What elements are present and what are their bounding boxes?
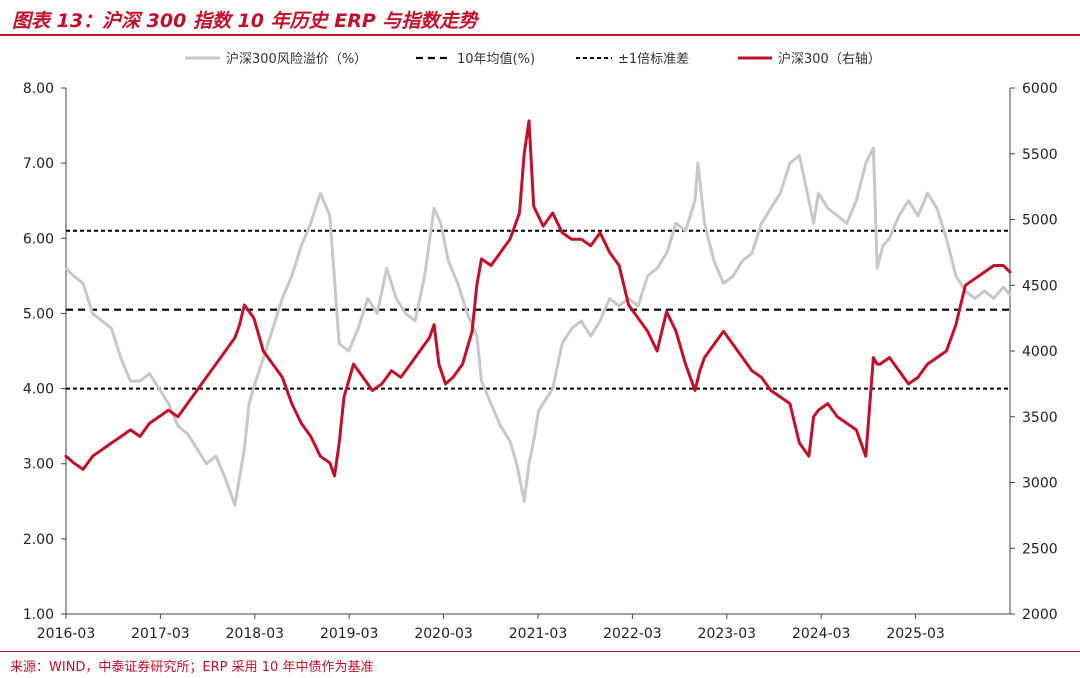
left-tick-label: 4.00	[23, 382, 54, 398]
legend: 沪深300风险溢价（%） 10年均值(%) ±1倍标准差 沪深300（右轴）	[185, 51, 881, 67]
x-tick-label: 2019-03	[320, 626, 379, 642]
legend-label-band: ±1倍标准差	[618, 52, 689, 67]
right-tick-label: 6000	[1022, 81, 1058, 97]
left-axis-ticks: 1.00 2.00 3.00 4.00 5.00 6.00 7.00 8.00	[23, 81, 66, 623]
left-tick-label: 3.00	[23, 457, 54, 473]
left-tick-label: 2.00	[23, 532, 54, 548]
series-line-erp	[64, 146, 1012, 507]
legend-label-erp: 沪深300风险溢价（%）	[226, 51, 367, 67]
x-tick-label: 2018-03	[226, 626, 285, 642]
series-line-index	[64, 119, 1012, 478]
x-axis-ticks: 2016-03 2017-03 2018-03 2019-03 2020-03 2021-…	[37, 614, 945, 642]
right-axis-ticks: 2000 2500 3000 3500 4000 4500 5000 5500 6000	[1010, 81, 1058, 623]
title-rule	[0, 34, 1080, 36]
x-tick-label: 2020-03	[414, 626, 473, 642]
right-tick-label: 4000	[1022, 344, 1058, 360]
right-tick-label: 3500	[1022, 410, 1058, 426]
right-tick-label: 4500	[1022, 278, 1058, 294]
right-tick-label: 3000	[1022, 476, 1058, 492]
left-tick-label: 1.00	[23, 607, 54, 623]
axes	[65, 88, 1011, 615]
right-tick-label: 2500	[1022, 541, 1058, 557]
left-tick-label: 5.00	[23, 306, 54, 322]
left-tick-label: 7.00	[23, 156, 54, 172]
x-tick-label: 2021-03	[509, 626, 568, 642]
figure-title: 图表 13：沪深 300 指数 10 年历史 ERP 与指数走势	[12, 10, 478, 32]
right-tick-label: 2000	[1022, 607, 1058, 623]
source-rule	[0, 651, 1080, 652]
x-tick-label: 2022-03	[603, 626, 662, 642]
x-tick-label: 2025-03	[886, 626, 945, 642]
legend-label-mean: 10年均值(%)	[457, 51, 535, 67]
right-tick-label: 5500	[1022, 147, 1058, 163]
left-tick-label: 6.00	[23, 231, 54, 247]
x-tick-label: 2024-03	[792, 626, 851, 642]
right-tick-label: 5000	[1022, 213, 1058, 229]
x-tick-label: 2023-03	[698, 626, 757, 642]
legend-label-index: 沪深300（右轴）	[778, 51, 881, 67]
series-layer	[64, 119, 1012, 507]
figure-source: 来源：WIND，中泰证券研究所；ERP 采用 10 年中债作为基准	[10, 660, 374, 675]
left-tick-label: 8.00	[23, 81, 54, 97]
x-tick-label: 2016-03	[37, 626, 96, 642]
x-tick-label: 2017-03	[131, 626, 190, 642]
